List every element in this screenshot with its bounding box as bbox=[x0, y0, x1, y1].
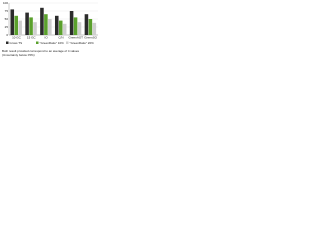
bar bbox=[14, 15, 18, 36]
bar bbox=[40, 7, 44, 36]
y-tick-label: 75 bbox=[5, 9, 9, 13]
footnote: Both result provided correspond to an av… bbox=[2, 49, 80, 53]
x-tick-label: GreenSO bbox=[84, 35, 97, 39]
bar bbox=[33, 22, 37, 35]
legend-swatch bbox=[66, 41, 69, 44]
bar bbox=[92, 22, 97, 35]
bar bbox=[73, 17, 78, 35]
bar bbox=[88, 19, 93, 35]
bar bbox=[10, 9, 15, 35]
x-tick-label: GreenAOT bbox=[68, 35, 83, 39]
legend-swatch bbox=[6, 41, 9, 44]
chart: Both result provided correspond to an av… bbox=[0, 0, 100, 58]
bar bbox=[48, 19, 52, 35]
bar bbox=[54, 15, 59, 36]
bar bbox=[44, 14, 48, 35]
x-tick-label: 10 GC bbox=[12, 35, 22, 39]
x-tick-label: 15 GC bbox=[27, 35, 37, 39]
bar bbox=[58, 20, 63, 35]
bar bbox=[69, 11, 74, 35]
y-tick-label: 50 bbox=[5, 17, 9, 21]
x-tick-label: IO bbox=[44, 35, 48, 39]
bar bbox=[25, 12, 29, 35]
legend-swatch bbox=[36, 41, 39, 44]
bar bbox=[77, 22, 82, 35]
legend-label: Gross TS bbox=[10, 41, 23, 45]
bar bbox=[84, 14, 89, 35]
y-tick-label: 100 bbox=[3, 1, 8, 5]
y-tick-label: 0 bbox=[6, 33, 8, 37]
legend-label: "GreenRatio" 20% bbox=[70, 41, 95, 45]
bar bbox=[29, 17, 33, 35]
legend-label: "GreenRatio" 10% bbox=[40, 41, 65, 45]
x-tick-label: C/N bbox=[58, 35, 63, 39]
y-tick-label: 25 bbox=[5, 25, 9, 29]
bar bbox=[62, 23, 67, 35]
footnote: (Uncertainty below ±5%) bbox=[2, 53, 35, 57]
bar bbox=[18, 20, 22, 35]
